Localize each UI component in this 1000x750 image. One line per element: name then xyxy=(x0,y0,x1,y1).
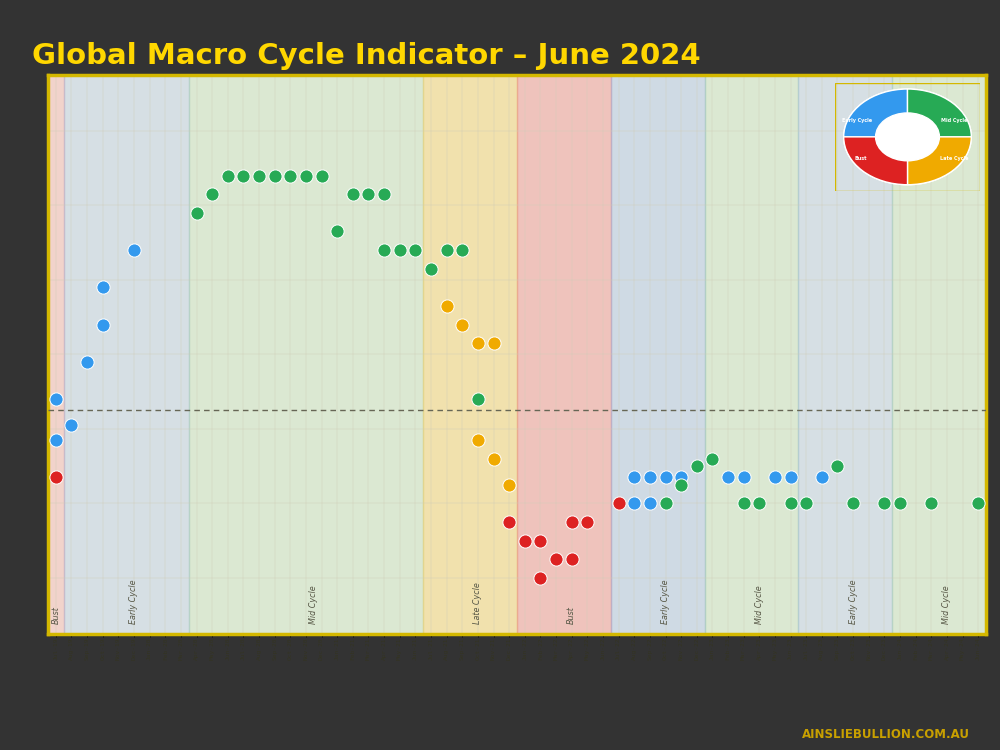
Point xyxy=(251,170,267,182)
Point xyxy=(611,497,627,509)
Point xyxy=(360,188,376,200)
Wedge shape xyxy=(844,89,908,136)
Text: AINSLIEBULLION.COM.AU: AINSLIEBULLION.COM.AU xyxy=(802,728,970,741)
Point xyxy=(470,434,486,446)
Point xyxy=(579,516,595,528)
Point xyxy=(376,244,392,256)
Point xyxy=(470,338,486,350)
Point xyxy=(126,244,142,256)
Point xyxy=(517,535,533,547)
Point xyxy=(689,460,705,472)
Wedge shape xyxy=(908,89,971,136)
Point xyxy=(658,471,674,483)
Point xyxy=(345,188,361,200)
Bar xyxy=(189,75,423,634)
Point xyxy=(736,497,752,509)
Bar xyxy=(48,75,64,634)
Point xyxy=(970,497,986,509)
Point xyxy=(642,497,658,509)
Bar xyxy=(64,75,189,634)
Point xyxy=(501,516,517,528)
Point xyxy=(407,244,423,256)
Point xyxy=(783,497,799,509)
Point xyxy=(329,226,345,238)
Text: Mid Cycle: Mid Cycle xyxy=(942,586,951,625)
Point xyxy=(392,244,408,256)
Point xyxy=(673,478,689,490)
Point xyxy=(204,188,220,200)
Point xyxy=(798,497,814,509)
Wedge shape xyxy=(908,136,971,184)
Point xyxy=(658,497,674,509)
Point xyxy=(235,170,251,182)
Circle shape xyxy=(844,89,971,184)
Point xyxy=(48,434,64,446)
Bar xyxy=(705,75,798,634)
Point xyxy=(767,471,783,483)
Point xyxy=(486,453,502,465)
Point xyxy=(501,478,517,490)
Text: Mid Cycle: Mid Cycle xyxy=(309,586,318,625)
Point xyxy=(298,170,314,182)
Point xyxy=(720,471,736,483)
Bar xyxy=(611,75,705,634)
Point xyxy=(626,497,642,509)
Point xyxy=(814,471,830,483)
Point xyxy=(892,497,908,509)
Text: Mid Cycle: Mid Cycle xyxy=(941,118,967,123)
Point xyxy=(642,471,658,483)
Point xyxy=(548,554,564,566)
Bar xyxy=(517,75,611,634)
Point xyxy=(876,497,892,509)
Point xyxy=(486,338,502,350)
Point xyxy=(95,319,111,331)
Point xyxy=(783,471,799,483)
Text: Early Cycle: Early Cycle xyxy=(661,580,670,625)
Text: Early Cycle: Early Cycle xyxy=(129,580,138,625)
Point xyxy=(845,497,861,509)
Text: Bust: Bust xyxy=(855,156,867,161)
Point xyxy=(923,497,939,509)
Point xyxy=(532,535,548,547)
Point xyxy=(564,516,580,528)
Point xyxy=(751,497,767,509)
Text: Early Cycle: Early Cycle xyxy=(849,580,858,625)
Point xyxy=(439,300,455,312)
Point xyxy=(673,471,689,483)
Point xyxy=(829,460,845,472)
Point xyxy=(454,244,470,256)
Point xyxy=(736,471,752,483)
Text: Mid Cycle: Mid Cycle xyxy=(755,586,764,625)
Point xyxy=(79,356,95,368)
Point xyxy=(189,207,205,219)
Point xyxy=(704,453,720,465)
Text: Early Cycle: Early Cycle xyxy=(842,118,872,123)
Point xyxy=(63,419,79,431)
Point xyxy=(376,188,392,200)
Bar xyxy=(892,75,986,634)
Point xyxy=(48,393,64,405)
Wedge shape xyxy=(844,136,908,184)
Point xyxy=(48,471,64,483)
Point xyxy=(95,281,111,293)
Point xyxy=(532,572,548,584)
Text: Bust: Bust xyxy=(51,607,60,625)
Point xyxy=(439,244,455,256)
Bar xyxy=(423,75,517,634)
Point xyxy=(626,471,642,483)
Text: Late Cycle: Late Cycle xyxy=(473,583,482,625)
Point xyxy=(267,170,283,182)
Point xyxy=(314,170,330,182)
Text: Global Macro Cycle Indicator – June 2024: Global Macro Cycle Indicator – June 2024 xyxy=(32,42,701,70)
Point xyxy=(454,319,470,331)
Point xyxy=(423,262,439,274)
Text: Late Cycle: Late Cycle xyxy=(940,156,968,161)
Bar xyxy=(798,75,892,634)
Point xyxy=(564,554,580,566)
Point xyxy=(470,393,486,405)
Point xyxy=(220,170,236,182)
Point xyxy=(282,170,298,182)
Text: Bust: Bust xyxy=(567,607,576,625)
